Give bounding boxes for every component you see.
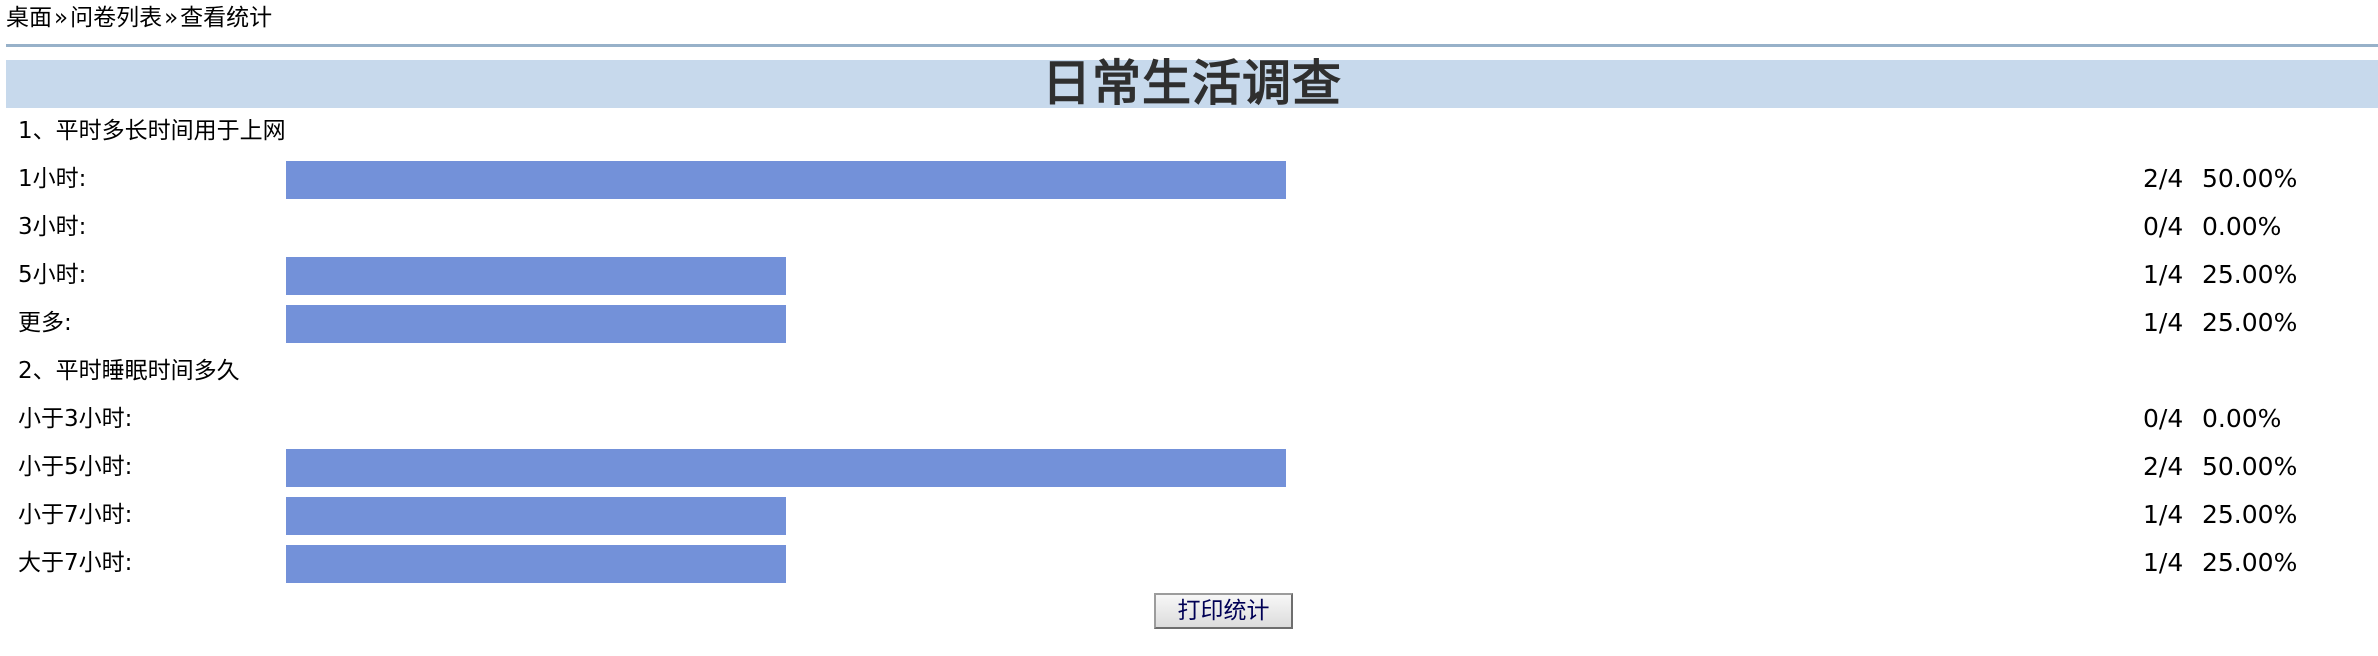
question-1-text: 1、平时多长时间用于上网 xyxy=(18,118,286,144)
vote-count: 1/4 xyxy=(2143,308,2184,337)
option-label: 小于3小时: xyxy=(18,406,133,432)
option-row: 5小时: 1/4 25.00% xyxy=(0,253,2378,297)
print-statistics-button[interactable]: 打印统计 xyxy=(1154,593,1293,629)
breadcrumb-survey-list-link[interactable]: 问卷列表 xyxy=(70,5,163,31)
result-bar xyxy=(286,305,786,343)
breadcrumb-separator: » xyxy=(164,5,179,31)
option-row: 小于5小时: 2/4 50.00% xyxy=(0,445,2378,489)
option-row: 小于7小时: 1/4 25.00% xyxy=(0,493,2378,537)
vote-percentage: 50.00% xyxy=(2202,164,2298,193)
vote-count: 2/4 xyxy=(2143,452,2184,481)
vote-count: 1/4 xyxy=(2143,260,2184,289)
option-row: 大于7小时: 1/4 25.00% xyxy=(0,541,2378,585)
option-label: 小于5小时: xyxy=(18,454,133,480)
option-label: 1小时: xyxy=(18,166,87,192)
title-band: 日常生活调查 xyxy=(6,56,2378,112)
header-divider xyxy=(6,44,2378,47)
result-bar-track xyxy=(286,545,1286,583)
result-bar-track xyxy=(286,209,1286,247)
vote-percentage: 25.00% xyxy=(2202,260,2298,289)
result-bar xyxy=(286,257,786,295)
vote-count: 0/4 xyxy=(2143,212,2184,241)
vote-percentage: 50.00% xyxy=(2202,452,2298,481)
option-label: 大于7小时: xyxy=(18,550,133,576)
result-bar-track xyxy=(286,305,1286,343)
vote-percentage: 25.00% xyxy=(2202,548,2298,577)
result-bar-track xyxy=(286,257,1286,295)
option-row: 更多: 1/4 25.00% xyxy=(0,301,2378,345)
option-label: 5小时: xyxy=(18,262,87,288)
vote-count: 1/4 xyxy=(2143,500,2184,529)
breadcrumb-separator: » xyxy=(54,5,69,31)
result-bar xyxy=(286,161,1286,199)
option-row: 3小时: 0/4 0.00% xyxy=(0,205,2378,249)
breadcrumb: 桌面»问卷列表»查看统计 xyxy=(6,0,272,36)
vote-count: 0/4 xyxy=(2143,404,2184,433)
result-bar-track xyxy=(286,449,1286,487)
result-bar xyxy=(286,449,1286,487)
survey-title: 日常生活调查 xyxy=(1041,55,1342,112)
vote-count: 1/4 xyxy=(2143,548,2184,577)
option-row: 小于3小时: 0/4 0.00% xyxy=(0,397,2378,441)
vote-percentage: 0.00% xyxy=(2202,212,2282,241)
result-bar-track xyxy=(286,497,1286,535)
option-row: 1小时: 2/4 50.00% xyxy=(0,157,2378,201)
option-label: 小于7小时: xyxy=(18,502,133,528)
question-2-text: 2、平时睡眠时间多久 xyxy=(18,358,240,384)
breadcrumb-desktop-link[interactable]: 桌面 xyxy=(6,5,52,31)
vote-percentage: 0.00% xyxy=(2202,404,2282,433)
vote-percentage: 25.00% xyxy=(2202,308,2298,337)
result-bar-track xyxy=(286,161,1286,199)
vote-count: 2/4 xyxy=(2143,164,2184,193)
option-label: 3小时: xyxy=(18,214,87,240)
breadcrumb-current-page: 查看统计 xyxy=(180,5,273,31)
vote-percentage: 25.00% xyxy=(2202,500,2298,529)
result-bar-track xyxy=(286,401,1286,439)
result-bar xyxy=(286,497,786,535)
option-label: 更多: xyxy=(18,310,72,336)
result-bar xyxy=(286,545,786,583)
